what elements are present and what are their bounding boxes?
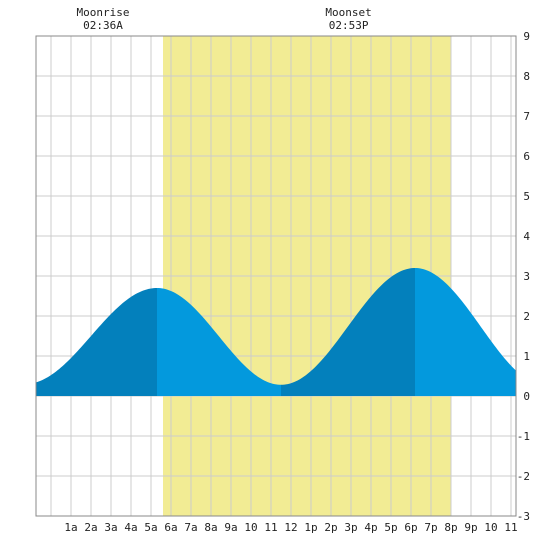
y-tick-label: -2 <box>517 470 530 483</box>
y-tick-label: 8 <box>523 70 530 83</box>
x-tick-label: 2p <box>324 521 337 534</box>
x-tick-label: 3a <box>104 521 117 534</box>
x-tick-label: 5a <box>144 521 157 534</box>
x-tick-label: 7a <box>184 521 197 534</box>
x-tick-label: 6a <box>164 521 177 534</box>
tide-area-falling <box>415 268 516 396</box>
moonset-label: Moonset <box>325 6 371 19</box>
x-tick-label: 2a <box>84 521 97 534</box>
y-tick-label: 7 <box>523 110 530 123</box>
x-tick-label: 3p <box>344 521 357 534</box>
x-tick-label: 1a <box>64 521 77 534</box>
x-tick-label: 12 <box>284 521 297 534</box>
tide-area-rising <box>281 268 415 396</box>
y-tick-label: 3 <box>523 270 530 283</box>
plot-border <box>35 35 517 517</box>
y-tick-label: 9 <box>523 30 530 43</box>
x-tick-label: 5p <box>384 521 397 534</box>
x-tick-label: 6p <box>404 521 417 534</box>
y-tick-label: 4 <box>523 230 530 243</box>
x-tick-label: 8p <box>444 521 457 534</box>
moonset-time: 02:53P <box>329 19 369 32</box>
y-tick-label: 1 <box>523 350 530 363</box>
x-tick-label: 11 <box>504 521 517 534</box>
x-tick-label: 8a <box>204 521 217 534</box>
y-tick-label: -1 <box>517 430 530 443</box>
x-tick-label: 1p <box>304 521 317 534</box>
x-tick-label: 9a <box>224 521 237 534</box>
x-tick-label: 10 <box>484 521 497 534</box>
y-tick-label: -3 <box>517 510 530 523</box>
x-tick-label: 7p <box>424 521 437 534</box>
moonrise-label: Moonrise <box>77 6 130 19</box>
x-tick-label: 9p <box>464 521 477 534</box>
moonrise-time: 02:36A <box>83 19 123 32</box>
tide-area-rising <box>36 288 157 396</box>
tide-area-falling <box>157 288 281 396</box>
x-tick-label: 10 <box>244 521 257 534</box>
x-tick-label: 4p <box>364 521 377 534</box>
y-tick-label: 0 <box>523 390 530 403</box>
y-tick-label: 6 <box>523 150 530 163</box>
y-tick-label: 5 <box>523 190 530 203</box>
x-tick-label: 11 <box>264 521 277 534</box>
y-tick-label: 2 <box>523 310 530 323</box>
x-tick-label: 4a <box>124 521 137 534</box>
